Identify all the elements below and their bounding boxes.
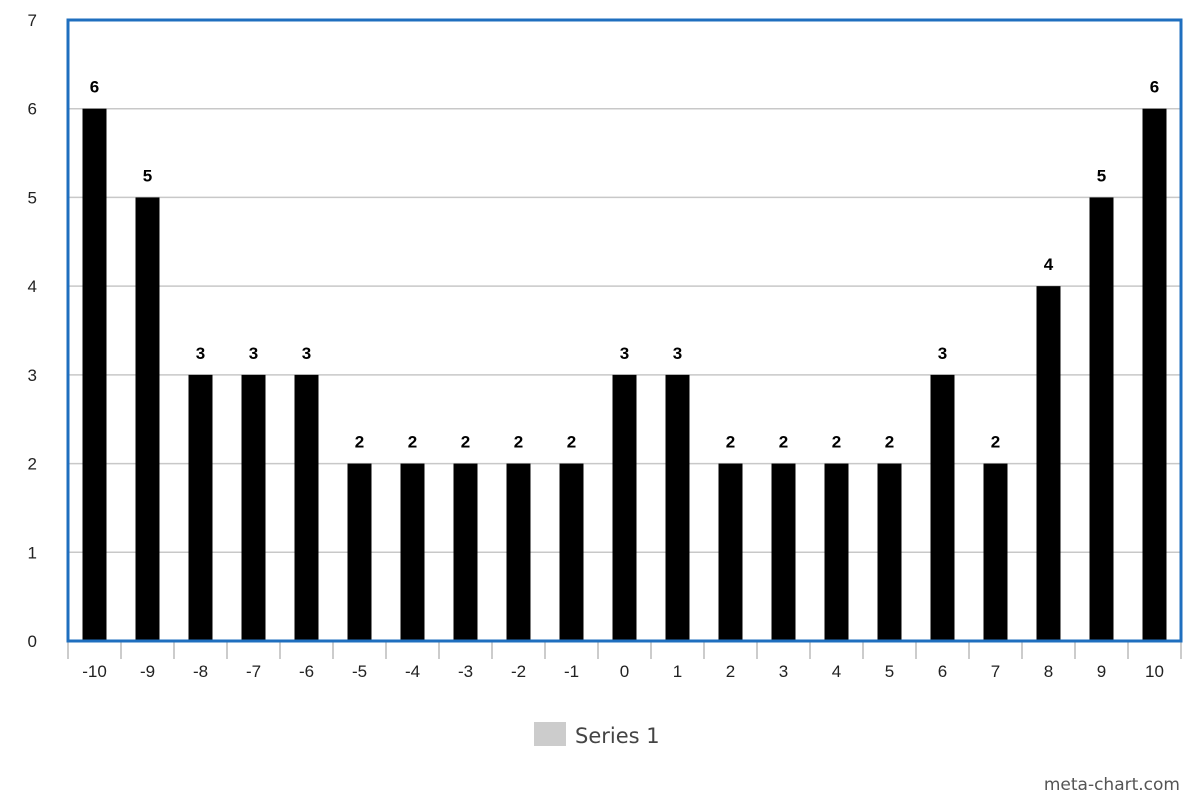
y-tick-label: 2 — [28, 455, 37, 474]
y-tick-label: 1 — [28, 543, 37, 562]
bar[interactable] — [612, 374, 637, 641]
bar[interactable] — [347, 463, 372, 641]
bar[interactable] — [506, 463, 531, 641]
bar[interactable] — [930, 374, 955, 641]
x-tick-label: 6 — [938, 662, 947, 681]
bar[interactable] — [718, 463, 743, 641]
x-tick-label: 9 — [1097, 662, 1106, 681]
x-tick-label: -1 — [564, 662, 579, 681]
x-tick-label: -9 — [140, 662, 155, 681]
y-tick-label: 5 — [28, 188, 37, 207]
y-tick-label: 7 — [28, 11, 37, 30]
x-tick-label: 7 — [991, 662, 1000, 681]
data-label: 4 — [1044, 255, 1054, 274]
data-label: 5 — [1097, 166, 1106, 185]
x-tick-label: -2 — [511, 662, 526, 681]
x-tick-label: 1 — [673, 662, 682, 681]
data-label: 2 — [514, 433, 523, 452]
credit-text[interactable]: meta-chart.com — [1044, 775, 1180, 795]
x-axis: -10 -9 -8 -7 -6 -5 -4 -3 -2 -1 0 1 2 3 4 5 6 7 8 9 10 — [67, 642, 1182, 681]
data-label: 2 — [779, 433, 788, 452]
x-tick-label: -3 — [458, 662, 473, 681]
legend-swatch — [534, 722, 566, 746]
data-label: 2 — [885, 433, 894, 452]
x-tick-label: -8 — [193, 662, 208, 681]
x-tick-label: 4 — [832, 662, 841, 681]
bar[interactable] — [824, 463, 849, 641]
x-tick-label: -10 — [82, 662, 107, 681]
legend-label: Series 1 — [575, 724, 660, 748]
bar[interactable] — [771, 463, 796, 641]
bar[interactable] — [983, 463, 1008, 641]
x-tick-label: 5 — [885, 662, 894, 681]
y-tick-label: 6 — [28, 100, 37, 119]
x-tick-label: 0 — [620, 662, 629, 681]
bar[interactable] — [877, 463, 902, 641]
bars — [82, 108, 1167, 641]
x-tick-label: 10 — [1145, 662, 1164, 681]
x-tick-label: -6 — [299, 662, 314, 681]
y-tick-label: 3 — [28, 366, 37, 385]
data-label: 3 — [196, 344, 205, 363]
bar[interactable] — [135, 197, 160, 641]
y-tick-label: 0 — [28, 632, 37, 651]
data-labels: 6 5 3 3 3 2 2 2 2 2 3 3 2 2 2 2 3 2 4 5 6 — [90, 78, 1159, 452]
data-label: 2 — [567, 433, 576, 452]
plot-border — [66, 18, 1183, 643]
data-label: 6 — [90, 78, 99, 97]
y-tick-label: 4 — [28, 277, 37, 296]
bar[interactable] — [453, 463, 478, 641]
data-label: 2 — [355, 433, 364, 452]
data-label: 6 — [1150, 78, 1159, 97]
x-tick-label: 3 — [779, 662, 788, 681]
bar[interactable] — [82, 108, 107, 641]
bar[interactable] — [1036, 286, 1061, 641]
x-tick-label: -4 — [405, 662, 420, 681]
x-tick-label: 2 — [726, 662, 735, 681]
data-label: 3 — [620, 344, 629, 363]
bar[interactable] — [1089, 197, 1114, 641]
data-label: 2 — [991, 433, 1000, 452]
bar[interactable] — [665, 374, 690, 641]
x-tick-label: -5 — [352, 662, 367, 681]
data-label: 5 — [143, 166, 152, 185]
data-label: 3 — [302, 344, 311, 363]
bar[interactable] — [241, 374, 266, 641]
data-label: 2 — [726, 433, 735, 452]
data-label: 3 — [249, 344, 258, 363]
y-axis: 0 1 2 3 4 5 6 7 — [28, 11, 37, 651]
x-tick-label: -7 — [246, 662, 261, 681]
data-label: 2 — [832, 433, 841, 452]
bar[interactable] — [400, 463, 425, 641]
bar[interactable] — [559, 463, 584, 641]
x-tick-label: 8 — [1044, 662, 1053, 681]
bar[interactable] — [188, 374, 213, 641]
bar[interactable] — [294, 374, 319, 641]
bar[interactable] — [1142, 108, 1167, 641]
data-label: 3 — [673, 344, 682, 363]
data-label: 2 — [408, 433, 417, 452]
legend[interactable]: Series 1 — [534, 722, 660, 748]
data-label: 2 — [461, 433, 470, 452]
data-label: 3 — [938, 344, 947, 363]
